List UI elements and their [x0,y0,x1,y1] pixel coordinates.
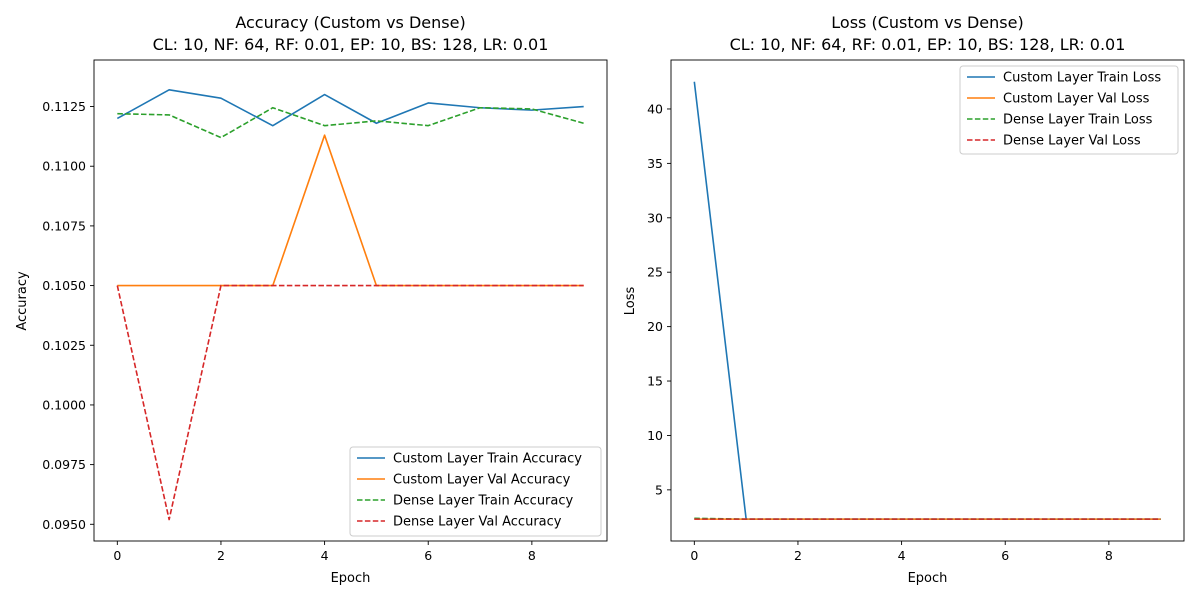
loss-y-tick-label: 10 [647,428,663,443]
accuracy-y-tick-label: 0.1075 [42,218,86,233]
loss-panel: Loss (Custom vs Dense) CL: 10, NF: 64, R… [623,13,1185,586]
loss-x-tick-label: 2 [794,548,802,563]
accuracy-plot-area: 0 2 4 6 8 0.0950 0.0975 0.1000 0.1025 0.1050 0.107… [42,59,608,563]
loss-y-tick-label: 30 [647,210,663,225]
loss-y-tick-label: 40 [647,101,663,116]
accuracy-legend-box [349,446,602,537]
accuracy-x-axis-label: Epoch [331,571,371,586]
accuracy-series-group [116,89,584,521]
loss-legend-label-1: Custom Layer Val Loss [1003,92,1150,107]
accuracy-subtitle: CL: 10, NF: 64, RF: 0.01, EP: 10, BS: 12… [153,35,549,54]
accuracy-legend-label-1: Custom Layer Val Accuracy [393,473,571,488]
loss-y-tick-label: 25 [647,265,663,280]
loss-legend-label-3: Dense Layer Val Loss [1003,134,1141,149]
accuracy-panel: Accuracy (Custom vs Dense) CL: 10, NF: 6… [15,13,608,586]
accuracy-y-axis-label: Accuracy [15,271,30,331]
loss-axes-frame [670,59,1185,542]
accuracy-x-tick-label: 0 [113,548,121,563]
loss-x-tick-label: 8 [1105,548,1113,563]
loss-x-tick-label: 4 [898,548,906,563]
accuracy-x-tick-label: 8 [528,548,536,563]
loss-y-tick-label: 15 [647,374,663,389]
accuracy-series-line-3 [116,284,584,521]
loss-legend-box [959,65,1179,155]
accuracy-axes-frame [93,59,608,542]
accuracy-y-tick-label: 0.1100 [42,159,86,174]
loss-subtitle: CL: 10, NF: 64, RF: 0.01, EP: 10, BS: 12… [730,35,1126,54]
accuracy-title: Accuracy (Custom vs Dense) [235,13,465,32]
loss-legend: Custom Layer Train Loss Custom Layer Val … [959,65,1179,155]
loss-x-tick-label: 0 [690,548,698,563]
accuracy-y-tick-label: 0.0975 [42,457,86,472]
loss-x-axis-label: Epoch [908,571,948,586]
accuracy-legend: Custom Layer Train Accuracy Custom Layer … [349,446,602,537]
accuracy-x-tick-label: 2 [217,548,225,563]
accuracy-legend-label-2: Dense Layer Train Accuracy [393,494,574,509]
loss-legend-label-0: Custom Layer Train Loss [1003,71,1161,86]
loss-series-group [693,81,1161,520]
loss-legend-label-2: Dense Layer Train Loss [1003,113,1153,128]
accuracy-x-tick-label: 4 [321,548,329,563]
loss-title: Loss (Custom vs Dense) [831,13,1023,32]
accuracy-y-tick-label: 0.0950 [42,517,86,532]
accuracy-series-line-2 [117,106,584,139]
loss-y-axis-label: Loss [623,287,638,316]
accuracy-x-tick-label: 6 [424,548,432,563]
accuracy-legend-label-3: Dense Layer Val Accuracy [393,515,562,530]
accuracy-y-tick-label: 0.1050 [42,278,86,293]
loss-y-tick-label: 35 [647,156,663,171]
accuracy-y-tick-label: 0.1000 [42,397,86,412]
accuracy-y-tick-label: 0.1125 [42,99,86,114]
accuracy-series-line-1 [117,134,584,287]
loss-plot-area: 0 2 4 6 8 5 10 15 20 25 30 35 40 [647,59,1185,563]
loss-x-tick-label: 6 [1001,548,1009,563]
accuracy-y-tick-label: 0.1025 [42,338,86,353]
loss-y-tick-label: 20 [647,319,663,334]
accuracy-legend-label-0: Custom Layer Train Accuracy [393,452,582,467]
loss-y-tick-label: 5 [655,482,663,497]
